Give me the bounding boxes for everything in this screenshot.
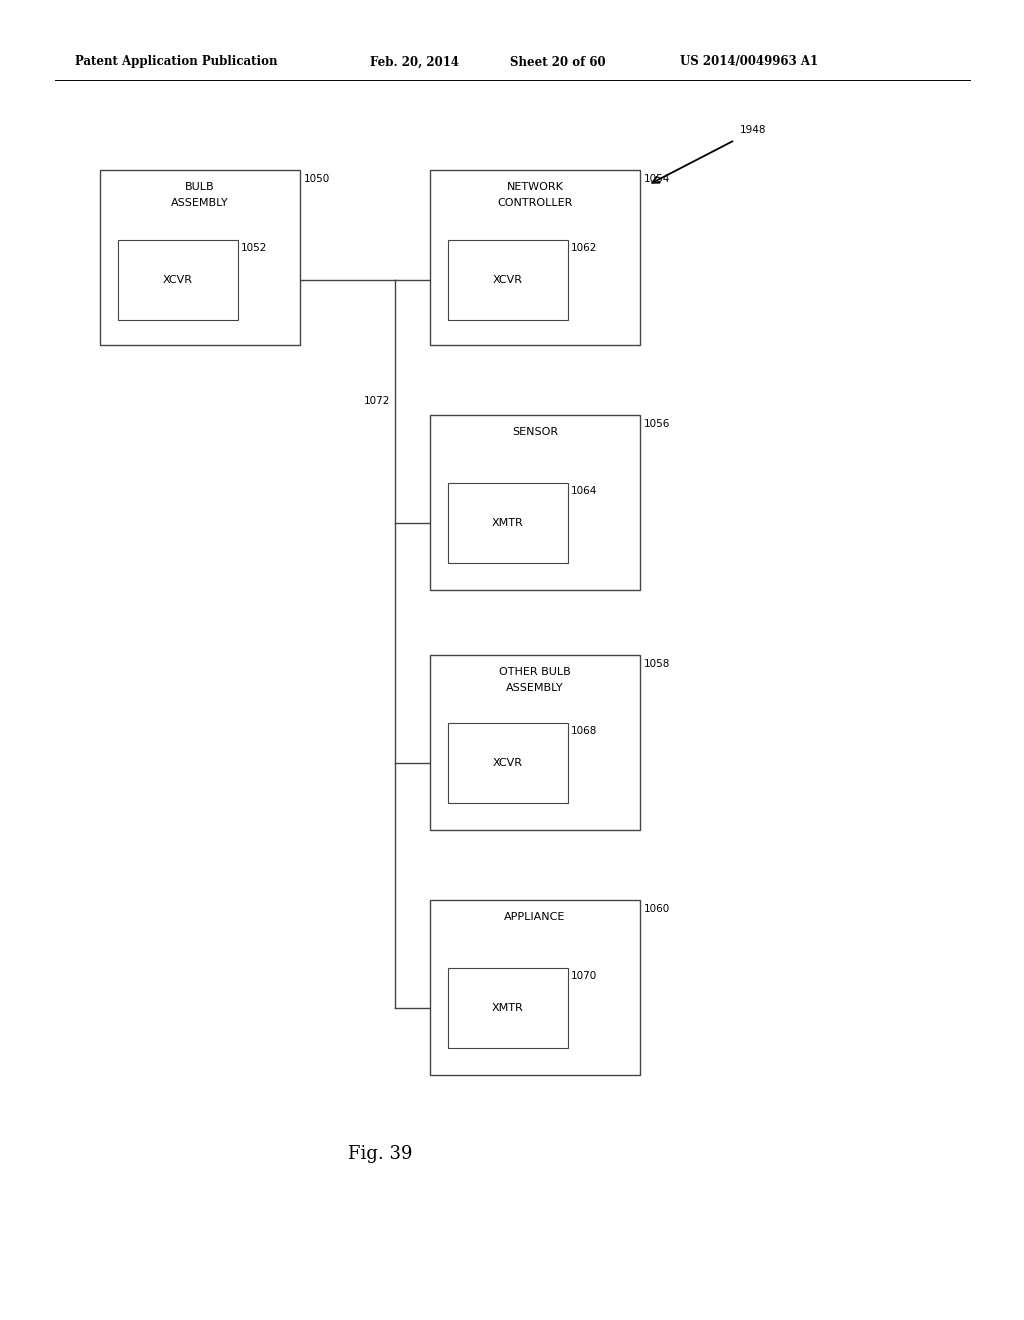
Text: 1060: 1060	[644, 904, 671, 913]
Text: OTHER BULB: OTHER BULB	[499, 667, 570, 677]
Bar	[449, 483, 568, 564]
Text: SENSOR: SENSOR	[512, 426, 558, 437]
Text: ASSEMBLY: ASSEMBLY	[171, 198, 228, 209]
Text: XMTR: XMTR	[493, 517, 524, 528]
Text: US 2014/0049963 A1: US 2014/0049963 A1	[680, 55, 818, 69]
Text: 1056: 1056	[644, 418, 671, 429]
Bar	[449, 723, 568, 803]
Text: Patent Application Publication: Patent Application Publication	[75, 55, 278, 69]
Bar	[100, 170, 300, 345]
Bar	[430, 170, 640, 345]
Text: 1948: 1948	[740, 125, 767, 135]
Text: XCVR: XCVR	[493, 758, 523, 768]
Text: 1068: 1068	[571, 726, 597, 737]
Text: Feb. 20, 2014: Feb. 20, 2014	[370, 55, 459, 69]
Bar	[430, 655, 640, 830]
Bar	[449, 968, 568, 1048]
Text: 1050: 1050	[304, 174, 331, 183]
Text: XMTR: XMTR	[493, 1003, 524, 1012]
Text: 1064: 1064	[571, 486, 597, 496]
Text: 1072: 1072	[364, 396, 390, 407]
Text: 1070: 1070	[571, 972, 597, 981]
Bar	[449, 240, 568, 319]
Bar	[430, 414, 640, 590]
Text: CONTROLLER: CONTROLLER	[498, 198, 572, 209]
Text: ASSEMBLY: ASSEMBLY	[506, 682, 564, 693]
Text: Fig. 39: Fig. 39	[348, 1144, 413, 1163]
Text: APPLIANCE: APPLIANCE	[504, 912, 565, 921]
Text: BULB: BULB	[185, 182, 215, 191]
Text: NETWORK: NETWORK	[507, 182, 563, 191]
Bar	[118, 240, 238, 319]
Text: XCVR: XCVR	[163, 275, 193, 285]
Text: 1052: 1052	[241, 243, 267, 253]
Text: XCVR: XCVR	[493, 275, 523, 285]
Text: 1058: 1058	[644, 659, 671, 669]
Text: Sheet 20 of 60: Sheet 20 of 60	[510, 55, 605, 69]
Text: 1054: 1054	[644, 174, 671, 183]
Text: 1062: 1062	[571, 243, 597, 253]
Bar	[430, 900, 640, 1074]
